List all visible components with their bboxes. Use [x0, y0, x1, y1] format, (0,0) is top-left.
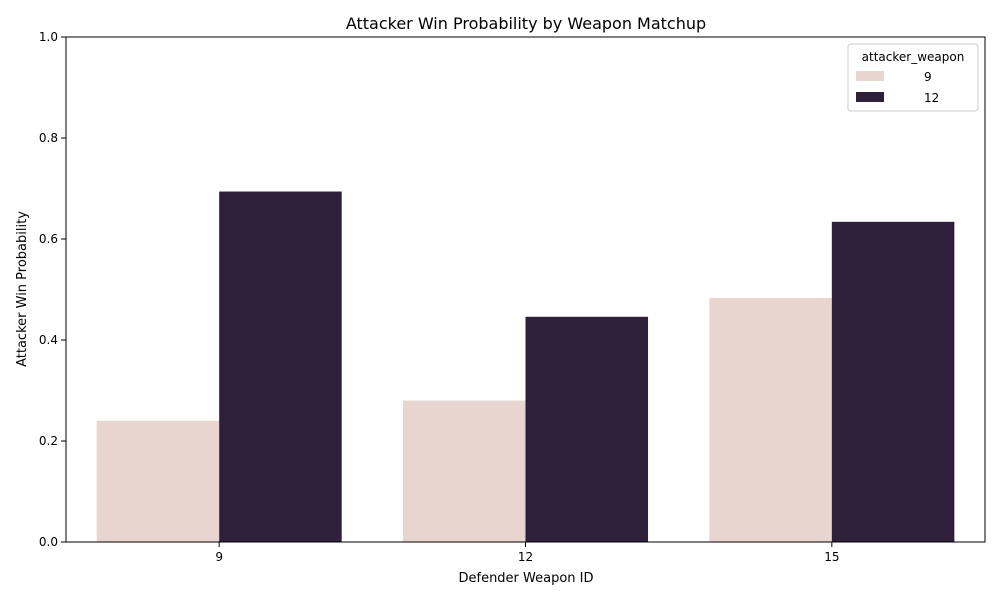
bar-12-12	[525, 316, 649, 542]
x-tick-label: 9	[215, 550, 223, 564]
legend-swatch-9	[856, 71, 884, 81]
bar-9-9	[96, 420, 220, 542]
bar-9-12	[402, 400, 526, 542]
bar-9-15	[709, 298, 832, 542]
plot-area: 0.0 0.2 0.4 0.6 0.8 1.0 9 12 15	[39, 30, 986, 564]
y-tick-label: 0.0	[39, 535, 58, 549]
y-tick-label: 0.4	[39, 333, 58, 347]
y-tick-label: 1.0	[39, 30, 58, 44]
y-tick-label: 0.8	[39, 131, 58, 145]
y-tick-label: 0.2	[39, 434, 58, 448]
legend-label-9: 9	[924, 70, 932, 84]
legend-label-12: 12	[924, 91, 939, 105]
y-tick-label: 0.6	[39, 232, 58, 246]
legend: attacker_weapon 9 12	[847, 43, 979, 112]
chart-title: Attacker Win Probability by Weapon Match…	[346, 14, 706, 33]
legend-swatch-12	[856, 92, 884, 102]
legend-title: attacker_weapon	[862, 50, 965, 64]
x-tick-label: 15	[824, 550, 839, 564]
y-axis-label: Attacker Win Probability	[15, 211, 30, 367]
bar-12-15	[831, 221, 955, 542]
x-tick-label: 12	[518, 550, 533, 564]
x-axis-label: Defender Weapon ID	[458, 571, 593, 586]
bar-12-9	[219, 191, 342, 542]
